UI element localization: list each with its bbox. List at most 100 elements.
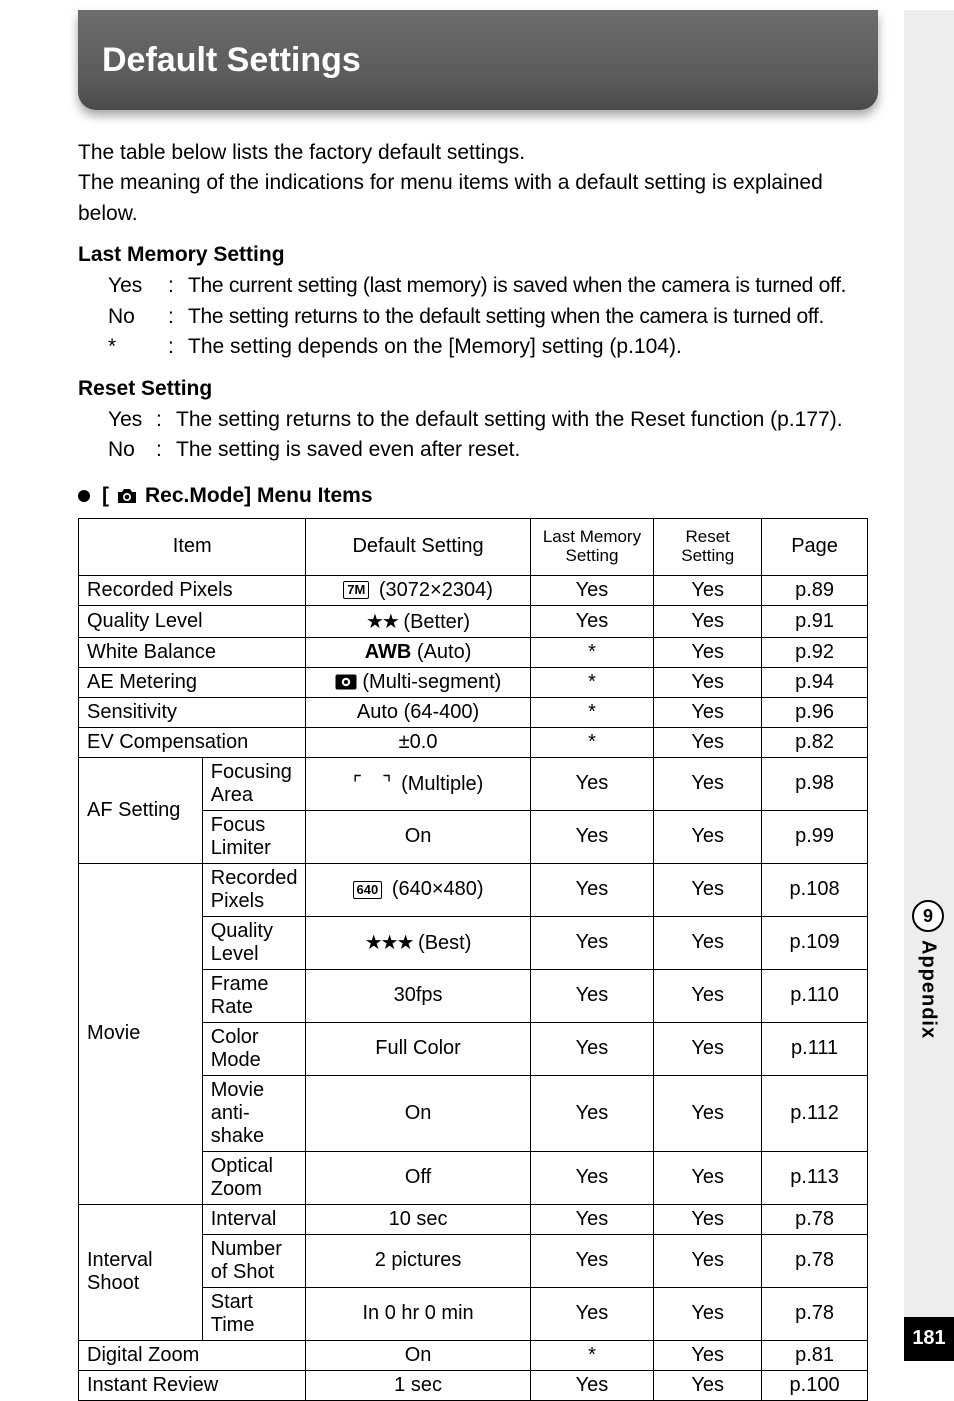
def-val: The setting is saved even after reset. [176, 435, 886, 465]
cell-item: Digital Zoom [79, 1340, 306, 1370]
cell-item: White Balance [79, 637, 306, 667]
cell-default: AWB (Auto) [306, 637, 530, 667]
cell-last: * [530, 667, 654, 697]
def-colon: : [168, 302, 188, 332]
def-row: Yes : The current setting (last memory) … [108, 271, 886, 301]
cell-default: 1 sec [306, 1370, 530, 1400]
table-head: Item Default Setting Last Memory Setting… [79, 518, 868, 575]
cell-page: p.99 [762, 810, 868, 863]
cell-last: Yes [530, 605, 654, 637]
intro-text: The table below lists the factory defaul… [78, 138, 886, 229]
awb-label: AWB [365, 641, 412, 663]
cell-group: Movie [79, 863, 203, 1204]
table-row: AE Metering (Multi-segment) * Yes p.94 [79, 667, 868, 697]
cell-group: Interval Shoot [79, 1204, 203, 1340]
bullet-icon [78, 490, 90, 502]
col-last-memory: Last Memory Setting [530, 518, 654, 575]
cell-default-text: (Better) [398, 611, 470, 633]
table-row: White Balance AWB (Auto) * Yes p.92 [79, 637, 868, 667]
cell-default: 2 pictures [306, 1234, 530, 1287]
def-val: The setting returns to the default setti… [188, 302, 886, 332]
cell-default-text: (Auto) [411, 641, 471, 663]
cell-default-text: (Multi-segment) [357, 671, 501, 693]
col-reset: Reset Setting [654, 518, 762, 575]
cell-reset: Yes [654, 727, 762, 757]
def-row: Yes : The setting returns to the default… [108, 405, 886, 435]
cell-subitem: Focusing Area [202, 757, 306, 810]
cell-last: Yes [530, 1151, 654, 1204]
cell-last: Yes [530, 575, 654, 605]
cell-reset: Yes [654, 667, 762, 697]
table-row: Instant Review 1 sec Yes Yes p.100 [79, 1370, 868, 1400]
table-row: Interval Shoot Interval 10 sec Yes Yes p… [79, 1204, 868, 1234]
cell-page: p.91 [762, 605, 868, 637]
pixels-7m-icon: 7M [343, 581, 369, 599]
def-key: No [108, 302, 168, 332]
rec-mode-menu-heading: [ Rec.Mode] Menu Items [78, 484, 886, 508]
reset-defs: Yes : The setting returns to the default… [78, 405, 886, 466]
default-settings-table: Item Default Setting Last Memory Setting… [78, 518, 868, 1401]
cell-reset: Yes [654, 605, 762, 637]
cell-subitem: Quality Level [202, 916, 306, 969]
cell-subitem: Recorded Pixels [202, 863, 306, 916]
cell-page: p.111 [762, 1022, 868, 1075]
cell-last: Yes [530, 916, 654, 969]
cell-subitem: Number of Shot [202, 1234, 306, 1287]
cell-reset: Yes [654, 1022, 762, 1075]
cell-item: Quality Level [79, 605, 306, 637]
cell-default: 30fps [306, 969, 530, 1022]
cell-page: p.82 [762, 727, 868, 757]
cell-last: Yes [530, 1234, 654, 1287]
cell-reset: Yes [654, 1370, 762, 1400]
cell-subitem: Interval [202, 1204, 306, 1234]
cell-last: Yes [530, 1370, 654, 1400]
page-number: 181 [904, 1317, 954, 1361]
table-body: Recorded Pixels 7M (3072×2304) Yes Yes p… [79, 575, 868, 1400]
cell-default: 7M (3072×2304) [306, 575, 530, 605]
cell-reset: Yes [654, 969, 762, 1022]
cell-default: On [306, 810, 530, 863]
reset-heading: Reset Setting [78, 377, 886, 401]
multi-segment-icon [335, 671, 357, 693]
cell-subitem: Optical Zoom [202, 1151, 306, 1204]
cell-last: Yes [530, 1075, 654, 1151]
cell-page: p.108 [762, 863, 868, 916]
def-val: The current setting (last memory) is sav… [188, 271, 886, 301]
table-row: Quality Level ★★ (Better) Yes Yes p.91 [79, 605, 868, 637]
cell-page: p.89 [762, 575, 868, 605]
cell-item: AE Metering [79, 667, 306, 697]
cell-default: 10 sec [306, 1204, 530, 1234]
def-row: No : The setting returns to the default … [108, 302, 886, 332]
cell-reset: Yes [654, 1234, 762, 1287]
cell-reset: Yes [654, 575, 762, 605]
def-val: The setting returns to the default setti… [176, 405, 886, 435]
cell-default: 640 (640×480) [306, 863, 530, 916]
cell-default-text: (Best) [413, 932, 472, 954]
cell-page: p.78 [762, 1204, 868, 1234]
cell-reset: Yes [654, 697, 762, 727]
cell-subitem: Color Mode [202, 1022, 306, 1075]
def-colon: : [168, 332, 188, 362]
cell-item: Sensitivity [79, 697, 306, 727]
cell-default: ★★★ (Best) [306, 916, 530, 969]
cell-last: * [530, 727, 654, 757]
intro-line: The table below lists the factory defaul… [78, 138, 886, 168]
multiple-af-icon: ⌜ ⌝ [353, 774, 396, 797]
cell-page: p.81 [762, 1340, 868, 1370]
cell-default-text: (640×480) [392, 878, 484, 900]
intro-line: The meaning of the indications for menu … [78, 168, 886, 229]
menu-heading-text: Rec.Mode] Menu Items [145, 484, 373, 508]
cell-subitem: Movie anti-shake [202, 1075, 306, 1151]
cell-page: p.94 [762, 667, 868, 697]
col-page: Page [762, 518, 868, 575]
cell-default-text: (3072×2304) [379, 579, 493, 601]
cell-group: AF Setting [79, 757, 203, 863]
def-row: * : The setting depends on the [Memory] … [108, 332, 886, 362]
last-memory-defs: Yes : The current setting (last memory) … [78, 271, 886, 362]
cell-page: p.110 [762, 969, 868, 1022]
cell-last: Yes [530, 810, 654, 863]
page-title-tab: Default Settings [78, 10, 878, 110]
cell-default: (Multi-segment) [306, 667, 530, 697]
cell-last: * [530, 697, 654, 727]
def-colon: : [156, 435, 176, 465]
